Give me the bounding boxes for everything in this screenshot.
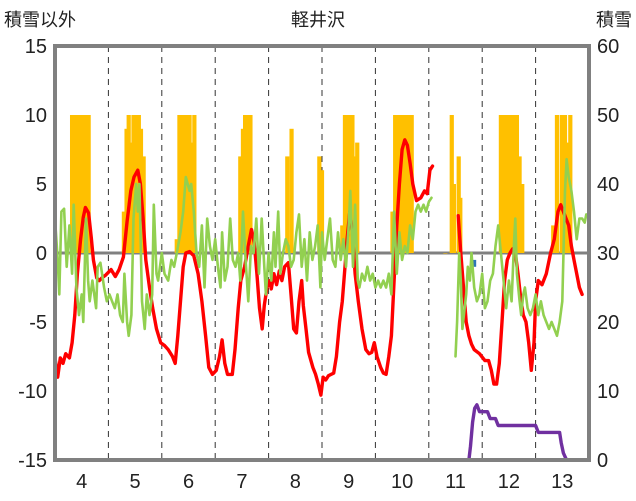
precipitation-bar-25 <box>238 156 243 253</box>
wind-line-2 <box>454 157 588 358</box>
precipitation-bar-57 <box>506 115 511 253</box>
precipitation-bar-37 <box>348 115 353 253</box>
y-left-tick--10: -10 <box>18 381 47 403</box>
y-left-tick-5: 5 <box>36 174 47 196</box>
y-right-tick-20: 20 <box>597 312 619 334</box>
precipitation-bar-36 <box>345 115 350 253</box>
precipitation-bar-42 <box>393 115 398 253</box>
y-right-tick-10: 10 <box>597 381 619 403</box>
precipitation-bar-35 <box>342 115 348 253</box>
precipitation-bar-32 <box>317 156 322 253</box>
y-right-tick-60: 60 <box>597 36 619 58</box>
precipitation-bar-64 <box>554 115 560 253</box>
snow_depth-line-2 <box>467 403 591 462</box>
x-tick-9: 9 <box>343 471 354 493</box>
precipitation-bar-0 <box>67 253 72 254</box>
plot-border <box>53 44 591 462</box>
y-right-tick-50: 50 <box>597 105 619 127</box>
precipitation-bar-27 <box>243 115 248 253</box>
x-tick-5: 5 <box>130 471 141 493</box>
precipitation-bar-2 <box>73 115 78 253</box>
precipitation-bar-8 <box>121 211 126 253</box>
chart-title: 軽井沢 <box>291 10 345 31</box>
precipitation-bar-26 <box>240 128 246 253</box>
y-left-tick-15: 15 <box>25 36 47 58</box>
precipitation-bar-19 <box>179 115 185 253</box>
precipitation-bar-33 <box>319 170 325 253</box>
precipitation-bar-56 <box>504 115 509 253</box>
precipitation-bar-38 <box>350 115 355 253</box>
right-axis-label: 積雪 <box>596 10 632 31</box>
precipitation-bar-61 <box>517 156 522 253</box>
precipitation-bar-46 <box>403 115 408 253</box>
precipitation-bar-50 <box>449 115 454 253</box>
precipitation-bar-29 <box>248 115 253 253</box>
precipitation-bar-22 <box>187 115 192 253</box>
precipitation-bar-5 <box>81 115 86 253</box>
precipitation-bar-67 <box>565 142 570 253</box>
y-left-tick-0: 0 <box>36 243 47 265</box>
precipitation-bar-55 <box>501 115 506 253</box>
y-left-tick-10: 10 <box>25 105 47 127</box>
x-tick-6: 6 <box>183 471 194 493</box>
precipitation-bar-3 <box>76 115 81 253</box>
wind-line <box>53 175 433 338</box>
precipitation-bar-7 <box>86 115 91 253</box>
y-right-tick-0: 0 <box>597 450 608 472</box>
precipitation-bar-1 <box>69 115 75 253</box>
sunshine-bar-0 <box>472 259 477 267</box>
x-tick-12: 12 <box>498 471 520 493</box>
precipitation-bar-60 <box>514 115 520 253</box>
y-right-tick-30: 30 <box>597 243 619 265</box>
x-tick-11: 11 <box>445 471 466 493</box>
precipitation-bar-45 <box>401 115 406 253</box>
precipitation-bar-65 <box>559 115 564 253</box>
left-axis-label: 積雪以外 <box>4 10 76 31</box>
precipitation-bar-10 <box>126 115 131 253</box>
y-left-tick--15: -15 <box>18 450 47 472</box>
precipitation-bar-31 <box>289 128 294 253</box>
x-tick-7: 7 <box>236 471 247 493</box>
precipitation-bar-49 <box>443 253 448 254</box>
precipitation-bar-6 <box>84 115 89 253</box>
precipitation-bar-40 <box>355 142 360 253</box>
x-tick-4: 4 <box>76 471 87 493</box>
x-tick-10: 10 <box>391 471 413 493</box>
temperature-line <box>53 138 435 397</box>
precipitation-bar-62 <box>520 184 525 253</box>
precipitation-bar-51 <box>451 184 456 253</box>
precipitation-bar-4 <box>79 115 84 253</box>
y-right-tick-40: 40 <box>597 174 619 196</box>
precipitation-bar-28 <box>245 115 250 253</box>
precipitation-bar-9 <box>124 128 129 253</box>
precipitation-bar-59 <box>512 115 517 253</box>
precipitation-bar-47 <box>406 115 411 253</box>
precipitation-bar-30 <box>285 156 290 253</box>
x-tick-8: 8 <box>290 471 301 493</box>
x-tick-13: 13 <box>551 471 573 493</box>
precipitation-bar-18 <box>177 115 182 253</box>
precipitation-bar-24 <box>192 115 197 253</box>
precipitation-bar-58 <box>509 115 514 253</box>
y-left-tick--5: -5 <box>29 312 47 334</box>
precipitation-bar-54 <box>498 115 503 253</box>
